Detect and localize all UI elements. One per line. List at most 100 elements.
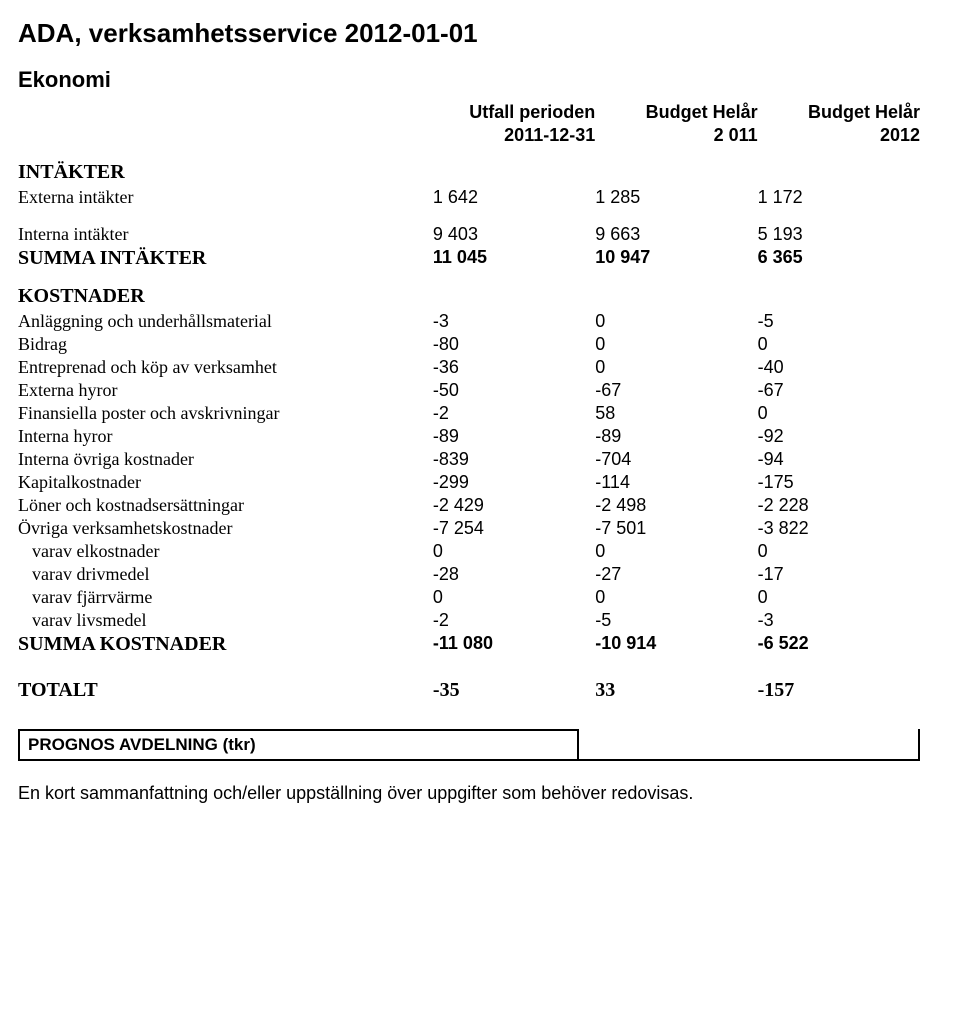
row-value: -5 [758, 310, 920, 333]
row-value: -2 228 [758, 494, 920, 517]
row-label: Entreprenad och köp av verksamhet [18, 356, 433, 379]
sum-label: SUMMA INTÄKTER [18, 246, 433, 271]
row-value: -3 [433, 310, 595, 333]
row-value: -67 [758, 379, 920, 402]
table-row: Övriga verksamhetskostnader-7 254-7 501-… [18, 517, 920, 540]
row-value: -67 [595, 379, 757, 402]
row-value: 0 [595, 356, 757, 379]
row-value: -89 [595, 425, 757, 448]
row-value: -36 [433, 356, 595, 379]
row-value: -89 [433, 425, 595, 448]
table-row: varav fjärrvärme000 [18, 586, 920, 609]
row-value: 0 [595, 586, 757, 609]
row-value: -92 [758, 425, 920, 448]
total-label: TOTALT [18, 657, 433, 703]
section-heading-kostnader: KOSTNADER [18, 271, 433, 310]
total-row: TOTALT-3533-157 [18, 657, 920, 703]
row-label: varav livsmedel [18, 609, 433, 632]
table-row: Entreprenad och köp av verksamhet-360-40 [18, 356, 920, 379]
row-value: -2 429 [433, 494, 595, 517]
row-label: Interna övriga kostnader [18, 448, 433, 471]
row-label: Externa intäkter [18, 186, 433, 209]
total-value: 33 [595, 657, 757, 703]
row-value: 0 [595, 540, 757, 563]
row-label: Anläggning och underhållsmaterial [18, 310, 433, 333]
row-value: 1 285 [595, 186, 757, 209]
sum-value: 10 947 [595, 246, 757, 271]
row-value: -50 [433, 379, 595, 402]
row-value: 0 [433, 586, 595, 609]
table-row: varav drivmedel-28-27-17 [18, 563, 920, 586]
row-label: Löner och kostnadsersättningar [18, 494, 433, 517]
row-value: 5 193 [758, 223, 920, 246]
row-value: -3 [758, 609, 920, 632]
prognos-box: PROGNOS AVDELNING (tkr) [18, 729, 920, 761]
row-value: -80 [433, 333, 595, 356]
table-row: varav elkostnader000 [18, 540, 920, 563]
table-row: Externa hyror-50-67-67 [18, 379, 920, 402]
prognos-empty-cell [577, 729, 918, 759]
col-header-3b: 2012 [758, 124, 920, 147]
row-value: 9 403 [433, 223, 595, 246]
row-label: varav elkostnader [18, 540, 433, 563]
table-row: varav livsmedel-2-5-3 [18, 609, 920, 632]
footnote: En kort sammanfattning och/eller uppstäl… [18, 783, 920, 804]
row-value: -94 [758, 448, 920, 471]
row-value: -2 [433, 402, 595, 425]
row-value: 0 [433, 540, 595, 563]
row-value: -2 [433, 609, 595, 632]
sum-value: -11 080 [433, 632, 595, 657]
row-label: Bidrag [18, 333, 433, 356]
col-header-2a: Budget Helår [595, 101, 757, 124]
row-value: 0 [758, 540, 920, 563]
total-value: -157 [758, 657, 920, 703]
row-value: -17 [758, 563, 920, 586]
row-value: 9 663 [595, 223, 757, 246]
table-row: Interna övriga kostnader-839-704-94 [18, 448, 920, 471]
section-heading-intakter: INTÄKTER [18, 147, 433, 186]
prognos-label: PROGNOS AVDELNING (tkr) [20, 729, 577, 759]
table-row: Externa intäkter1 6421 2851 172 [18, 186, 920, 209]
row-value: -114 [595, 471, 757, 494]
row-value: -5 [595, 609, 757, 632]
finance-table: Utfall perioden Budget Helår Budget Helå… [18, 101, 920, 703]
row-value: -7 254 [433, 517, 595, 540]
row-label: Interna hyror [18, 425, 433, 448]
row-value: -704 [595, 448, 757, 471]
table-row: Anläggning och underhållsmaterial-30-5 [18, 310, 920, 333]
row-label: varav drivmedel [18, 563, 433, 586]
col-header-1b: 2011-12-31 [433, 124, 595, 147]
row-value: -2 498 [595, 494, 757, 517]
row-value: -40 [758, 356, 920, 379]
row-value: -3 822 [758, 517, 920, 540]
table-row: Kapitalkostnader-299-114-175 [18, 471, 920, 494]
row-value: 0 [758, 586, 920, 609]
table-row: Interna hyror-89-89-92 [18, 425, 920, 448]
total-value: -35 [433, 657, 595, 703]
table-row: Finansiella poster och avskrivningar-258… [18, 402, 920, 425]
row-label: Kapitalkostnader [18, 471, 433, 494]
row-value: 1 642 [433, 186, 595, 209]
row-label: varav fjärrvärme [18, 586, 433, 609]
table-row: Interna intäkter9 4039 6635 193 [18, 223, 920, 246]
sum-row-intakter: SUMMA INTÄKTER11 04510 9476 365 [18, 246, 920, 271]
row-value: -175 [758, 471, 920, 494]
sum-value: 6 365 [758, 246, 920, 271]
sum-value: 11 045 [433, 246, 595, 271]
row-value: -27 [595, 563, 757, 586]
row-value: 58 [595, 402, 757, 425]
row-value: -7 501 [595, 517, 757, 540]
row-value: -299 [433, 471, 595, 494]
row-value: -839 [433, 448, 595, 471]
row-label: Övriga verksamhetskostnader [18, 517, 433, 540]
row-value: 0 [595, 310, 757, 333]
row-value: 0 [758, 333, 920, 356]
sum-row-kostnader: SUMMA KOSTNADER-11 080-10 914-6 522 [18, 632, 920, 657]
sum-value: -10 914 [595, 632, 757, 657]
row-value: -28 [433, 563, 595, 586]
table-row: Bidrag-8000 [18, 333, 920, 356]
page-title: ADA, verksamhetsservice 2012-01-01 [18, 18, 920, 49]
row-value: 0 [758, 402, 920, 425]
row-value: 0 [595, 333, 757, 356]
col-header-1a: Utfall perioden [433, 101, 595, 124]
